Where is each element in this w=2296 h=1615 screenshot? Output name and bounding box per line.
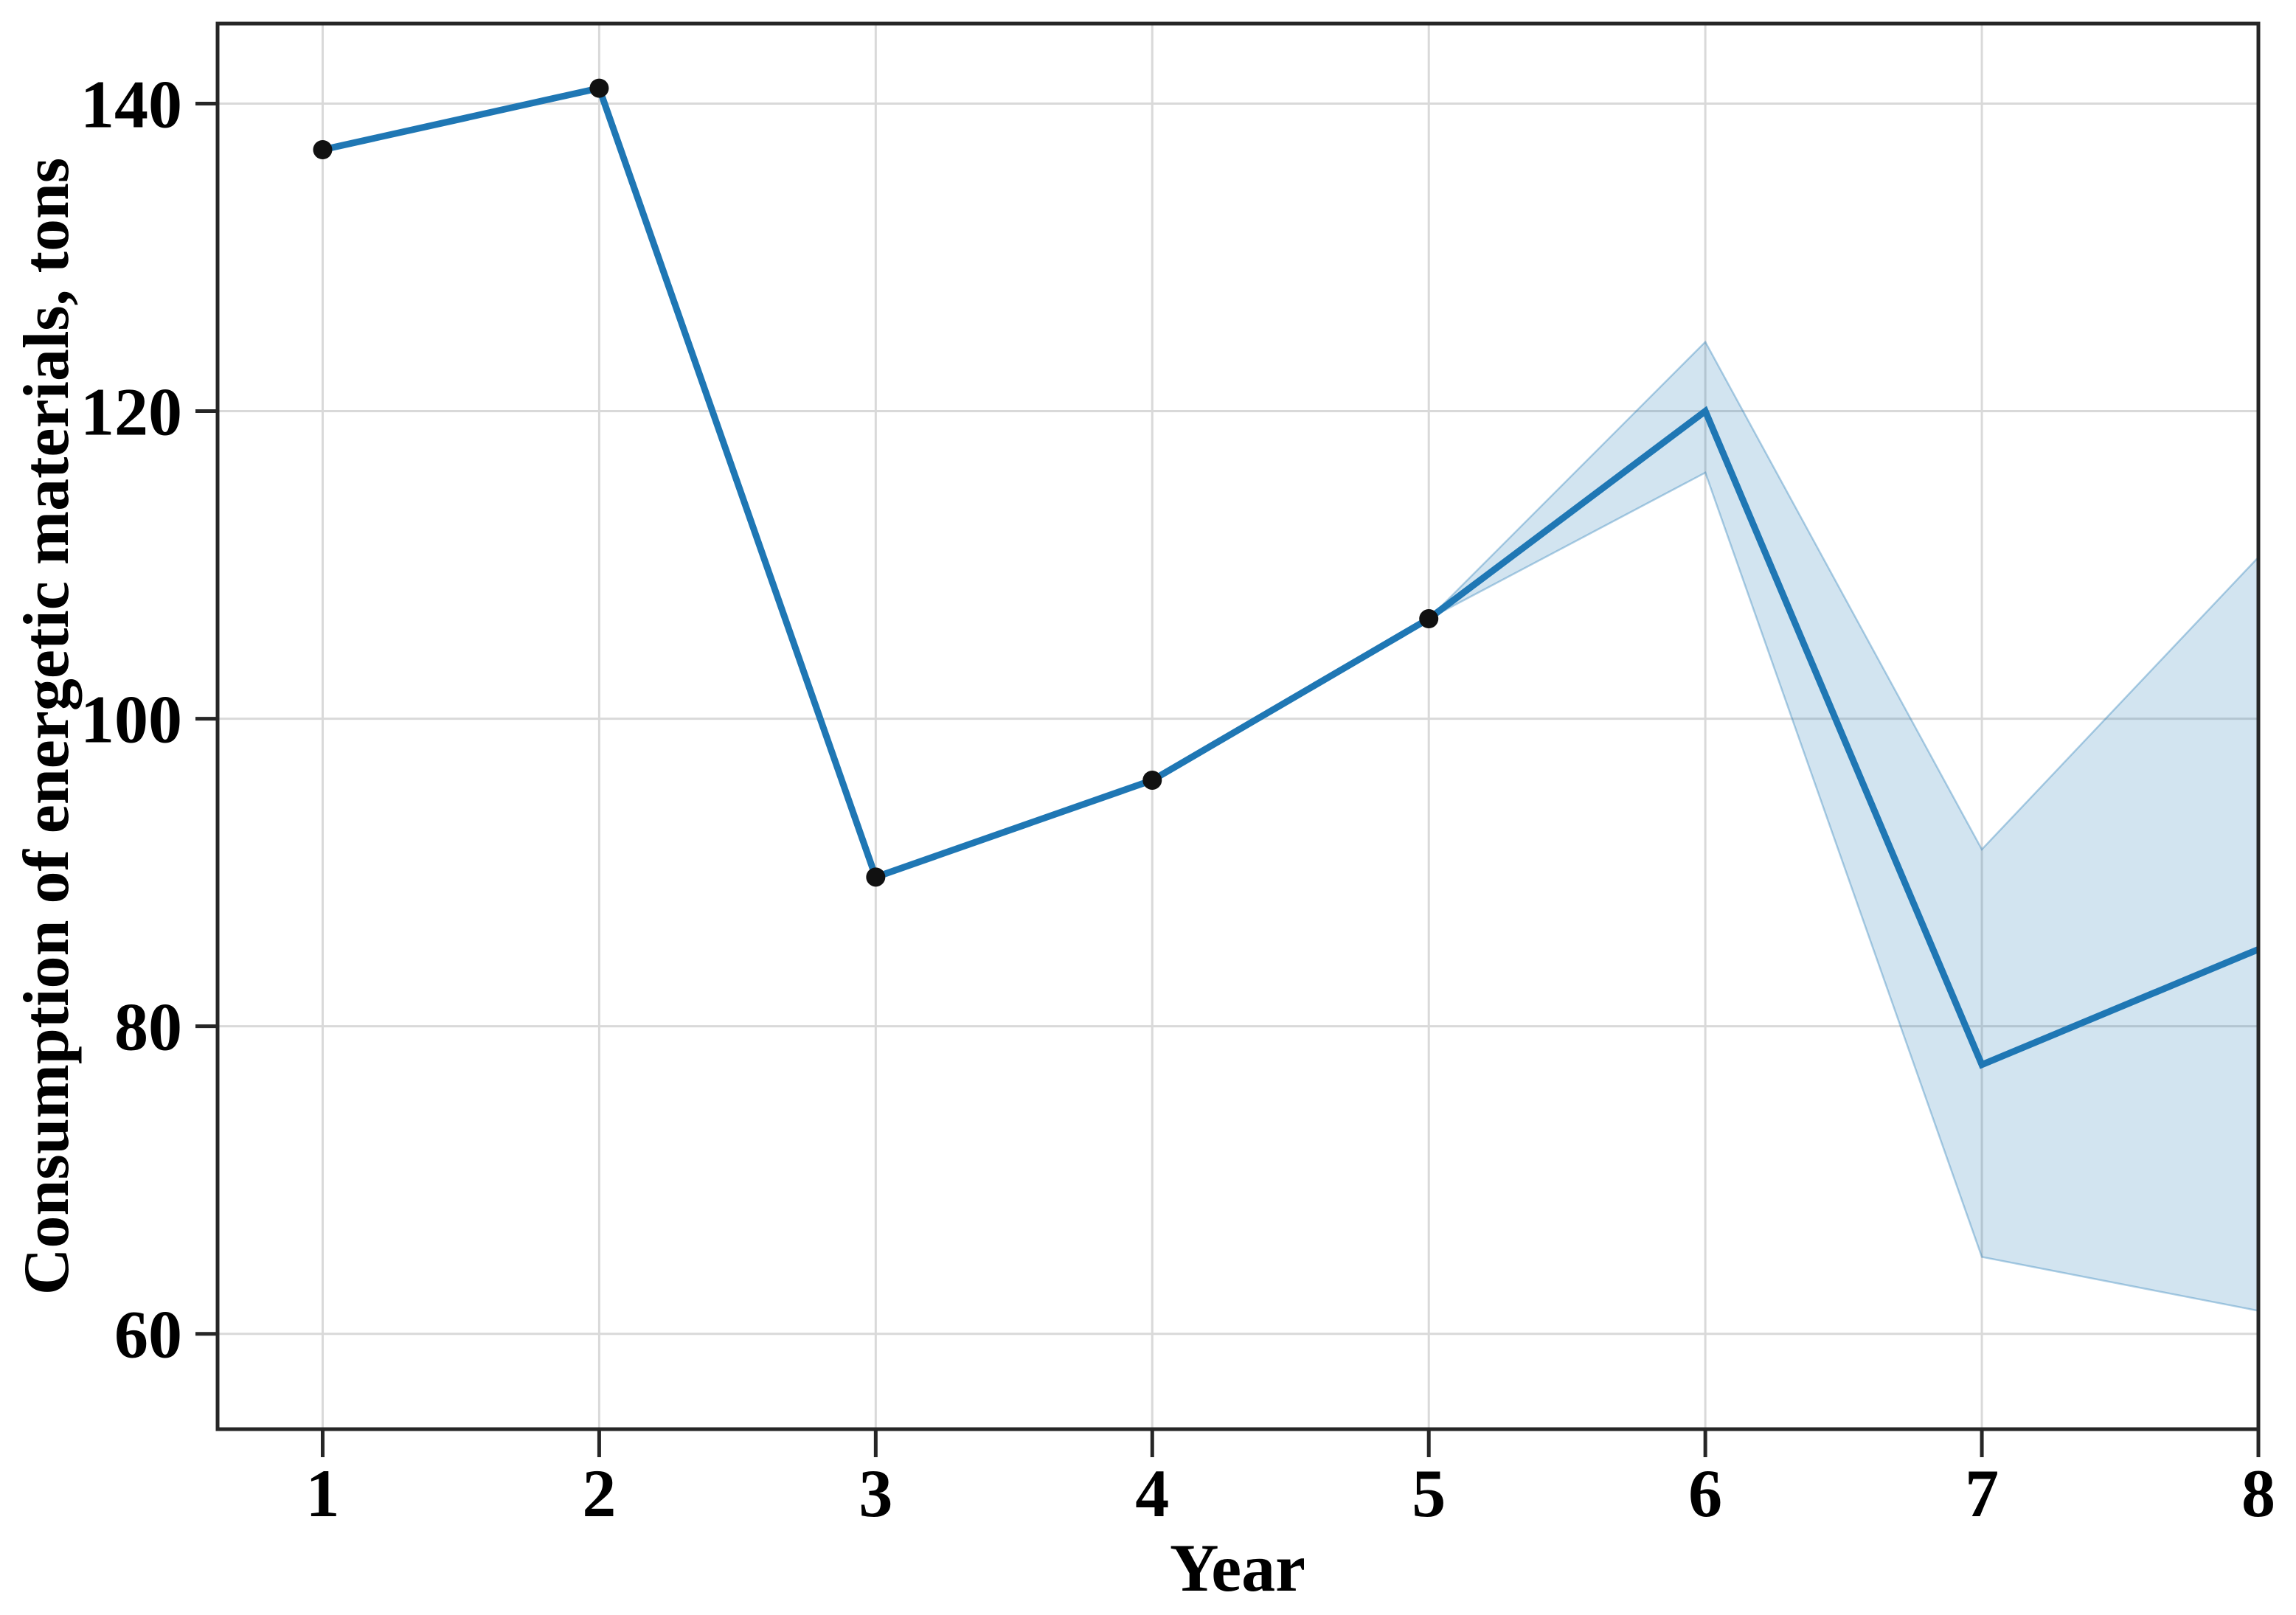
x-tick-label: 7 <box>1965 1456 1999 1531</box>
x-tick-label: 2 <box>582 1456 616 1531</box>
y-tick-labels: 60 80 100 120 140 <box>80 66 182 1372</box>
tick-marks <box>195 101 2261 1457</box>
x-tick-label: 3 <box>859 1456 892 1531</box>
data-point-marker <box>313 139 333 159</box>
x-tick-label: 6 <box>1688 1456 1722 1531</box>
gridlines <box>218 24 2260 1429</box>
forecast-confidence-band <box>1428 340 2260 1312</box>
y-tick-label: 120 <box>80 375 182 450</box>
x-tick-label: 5 <box>1412 1456 1446 1531</box>
y-axis-label: Consumption of energetic materials, tons <box>11 157 83 1296</box>
x-tick-label: 1 <box>305 1456 339 1531</box>
y-tick-label: 140 <box>80 66 182 142</box>
data-point-marker <box>1419 609 1439 629</box>
data-point-markers <box>313 78 1439 887</box>
x-tick-label: 4 <box>1135 1456 1169 1531</box>
x-tick-label: 8 <box>2241 1456 2275 1531</box>
data-point-marker <box>1142 770 1162 790</box>
y-tick-label: 80 <box>114 990 182 1065</box>
plot-border <box>215 21 2261 1431</box>
data-point-marker <box>589 78 609 98</box>
y-tick-label: 60 <box>114 1297 182 1372</box>
x-axis-label: Year <box>1170 1530 1305 1605</box>
data-point-marker <box>866 867 886 887</box>
y-tick-label: 100 <box>80 682 182 757</box>
consumption-line <box>322 84 2260 1069</box>
x-tick-labels: 1 2 3 4 5 6 7 8 <box>305 1456 2275 1531</box>
